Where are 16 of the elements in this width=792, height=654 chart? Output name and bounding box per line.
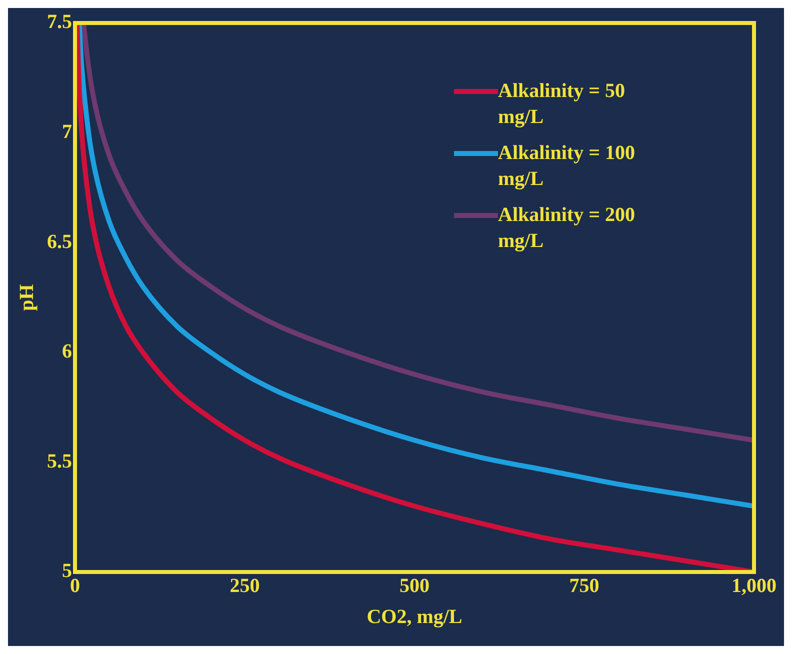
- y-tick-label: 5.5: [47, 450, 72, 472]
- legend-label: Alkalinity = 200 mg/L: [498, 203, 636, 254]
- x-tick-label: 0: [70, 575, 80, 598]
- legend-label: Alkalinity = 50 mg/L: [498, 79, 626, 130]
- x-tick-label: 500: [400, 575, 430, 598]
- y-tick-label: 6: [62, 340, 72, 363]
- legend-label: Alkalinity = 100 mg/L: [498, 141, 636, 192]
- y-tick-label: 6.5: [47, 230, 72, 253]
- y-tick-label: 7.5: [47, 11, 72, 34]
- x-axis-title: CO2, mg/L: [366, 606, 462, 628]
- y-tick-label: 5: [62, 560, 72, 582]
- y-axis-title: pH: [16, 284, 38, 311]
- y-tick-label: 7: [62, 120, 72, 143]
- x-tick-label: 750: [569, 575, 600, 598]
- x-tick-label: 1,000: [732, 575, 776, 598]
- x-tick-label: 250: [230, 575, 260, 598]
